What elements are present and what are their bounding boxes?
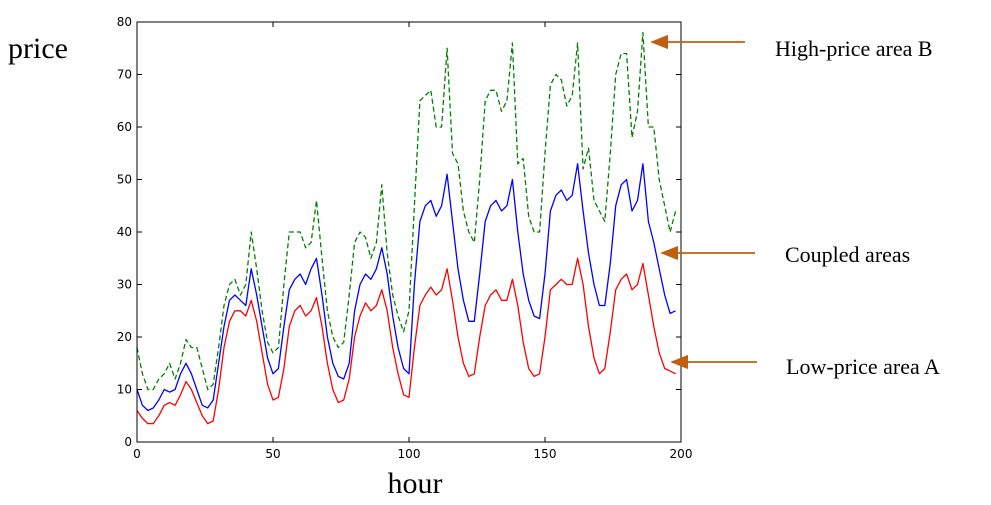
x-tick-label: 200 [670, 447, 693, 461]
y-tick-label: 0 [124, 435, 132, 449]
y-tick-label: 80 [117, 15, 132, 29]
y-tick-label: 30 [117, 278, 132, 292]
series-line [136, 31, 677, 391]
y-tick-label: 10 [117, 383, 132, 397]
y-axis-label: price [8, 32, 68, 65]
y-tick-label: 70 [117, 68, 132, 82]
y-tick-label: 50 [117, 173, 132, 187]
y-tick-label: 60 [117, 120, 132, 134]
series-line [136, 163, 676, 412]
plot-frame [136, 21, 682, 443]
y-tick-label: 40 [117, 225, 132, 239]
x-tick-label: 150 [534, 447, 557, 461]
x-tick-label: 50 [265, 447, 280, 461]
series-line [136, 257, 676, 425]
annotation: High-price area B [775, 36, 933, 61]
y-tick-label: 20 [117, 330, 132, 344]
annotation: Coupled areas [785, 242, 910, 267]
x-tick-label: 0 [133, 447, 141, 461]
x-axis-label: hour [388, 467, 443, 500]
x-tick-label: 100 [398, 447, 421, 461]
annotation: Low-price area A [786, 354, 940, 379]
